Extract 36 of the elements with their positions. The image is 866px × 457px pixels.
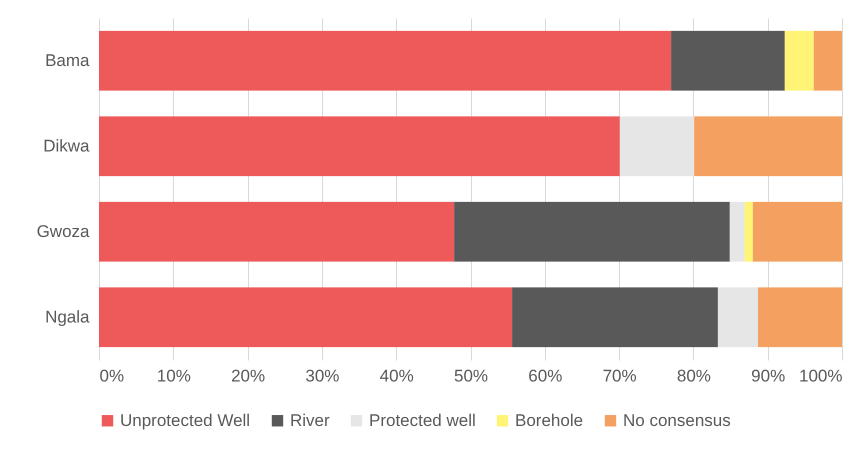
bar: [694, 116, 842, 176]
y-tick-label: Ngala: [45, 307, 90, 326]
legend-label: Protected well: [369, 410, 476, 430]
x-tick-label: 50%: [454, 366, 488, 386]
x-tick-label: 40%: [380, 366, 414, 386]
x-tick-label: 20%: [231, 366, 266, 386]
legend-label: Borehole: [515, 410, 584, 430]
y-tick-label: Bama: [45, 50, 90, 70]
x-tick-label: 90%: [751, 366, 786, 386]
bar: [512, 287, 718, 348]
bar: [671, 30, 785, 91]
legend-label: Unprotected Well: [120, 410, 250, 430]
x-tick-label: 0%: [100, 366, 124, 386]
bar: [99, 30, 672, 91]
bar: [814, 30, 842, 91]
y-tick-label: Dikwa: [43, 136, 90, 156]
bar: [718, 287, 758, 348]
bar: [744, 202, 753, 262]
bar: [454, 202, 730, 262]
x-tick-label: 60%: [528, 366, 562, 386]
x-tick-label: 70%: [602, 366, 637, 386]
bar: [99, 116, 620, 176]
x-tick-label: 10%: [156, 366, 191, 386]
x-tick-label: 100%: [799, 366, 842, 386]
bar: [752, 202, 842, 262]
y-tick-label: Gwoza: [36, 222, 90, 241]
legend-label: River: [290, 410, 330, 430]
x-tick-label: 30%: [305, 366, 340, 386]
bar: [99, 202, 454, 262]
bar: [758, 287, 842, 348]
x-tick-label: 80%: [676, 366, 711, 386]
bar: [620, 116, 694, 176]
bar: [784, 30, 814, 91]
legend-label: No consensus: [623, 410, 731, 430]
bar: [730, 202, 745, 262]
bar: [99, 287, 512, 348]
